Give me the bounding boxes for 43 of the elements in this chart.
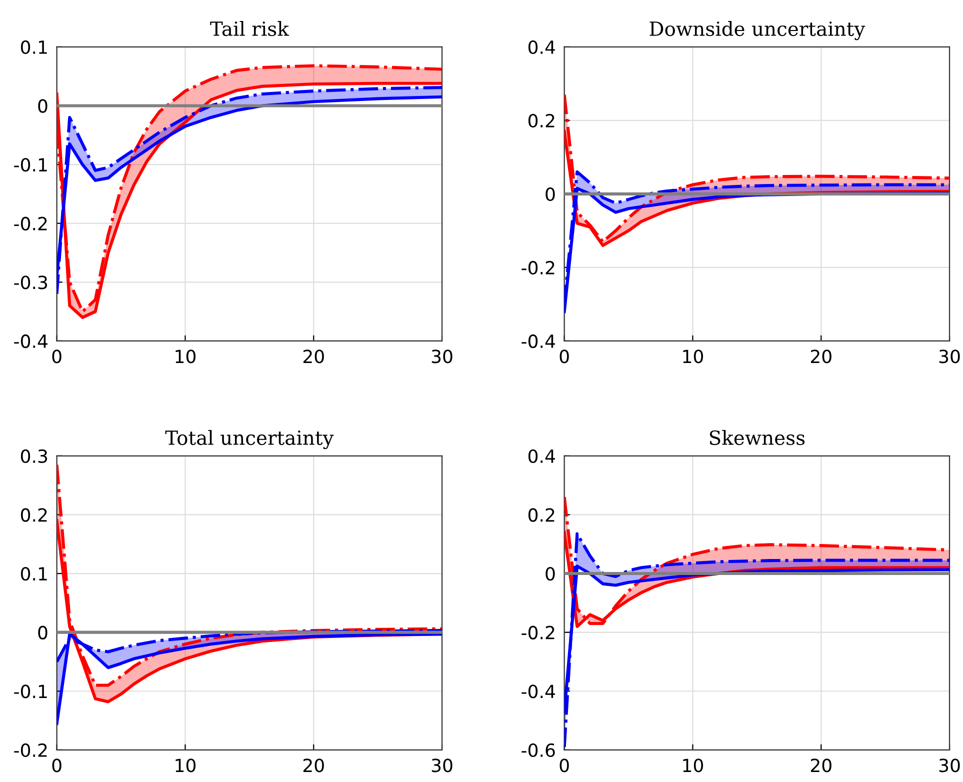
x-tick-label: 30 <box>432 758 452 772</box>
y-tick-label: -0.3 <box>14 276 48 290</box>
x-tick-label: 10 <box>683 758 704 772</box>
y-tick-label: 0.2 <box>528 114 554 128</box>
x-tick-label: 30 <box>432 350 452 364</box>
x-tick-label: 0 <box>52 350 62 364</box>
x-tick-label: 10 <box>176 350 196 364</box>
x-tick-label: 0 <box>560 350 569 364</box>
y-tick-label: -0.1 <box>14 158 47 172</box>
y-tick-label: -0.4 <box>522 334 555 348</box>
x-tick-label: 20 <box>810 758 832 772</box>
y-tick-label: 0.2 <box>20 508 47 522</box>
y-tick-label: -0.1 <box>14 684 47 698</box>
x-tick-label: 10 <box>683 350 704 364</box>
x-tick-label: 20 <box>303 758 324 772</box>
x-tick-label: 20 <box>303 350 324 364</box>
y-tick-label: 0.4 <box>528 449 555 464</box>
y-tick-label: 0 <box>38 99 48 113</box>
y-tick-label: 0.2 <box>528 508 554 522</box>
y-tick-label: -0.4 <box>14 334 48 348</box>
chart-title: Tail risk <box>210 21 290 36</box>
chart-title: Total uncertainty <box>165 430 334 450</box>
y-tick-label: -0.2 <box>522 260 554 275</box>
x-tick-label: 20 <box>810 350 832 364</box>
y-tick-label: 0 <box>546 566 555 581</box>
y-tick-label: 0.4 <box>528 40 555 54</box>
chart-title: Downside uncertainty <box>650 21 866 40</box>
x-tick-label: 10 <box>176 758 196 772</box>
x-tick-label: 30 <box>939 350 960 364</box>
y-tick-label: -0.2 <box>14 216 47 230</box>
y-tick-label: -0.4 <box>522 684 555 698</box>
y-tick-label: 0 <box>38 626 48 640</box>
y-tick-label: 0.1 <box>20 40 47 54</box>
y-tick-label: 0 <box>546 187 555 202</box>
x-tick-label: 0 <box>52 758 62 772</box>
chart-title: Skewness <box>710 430 805 446</box>
x-tick-label: 0 <box>560 758 569 772</box>
y-tick-label: -0.6 <box>522 743 555 758</box>
y-tick-label: -0.2 <box>522 626 554 640</box>
y-tick-label: 0.1 <box>20 566 47 581</box>
y-tick-label: 0.3 <box>20 449 48 464</box>
x-tick-label: 30 <box>939 758 960 772</box>
y-tick-label: -0.2 <box>14 743 47 758</box>
